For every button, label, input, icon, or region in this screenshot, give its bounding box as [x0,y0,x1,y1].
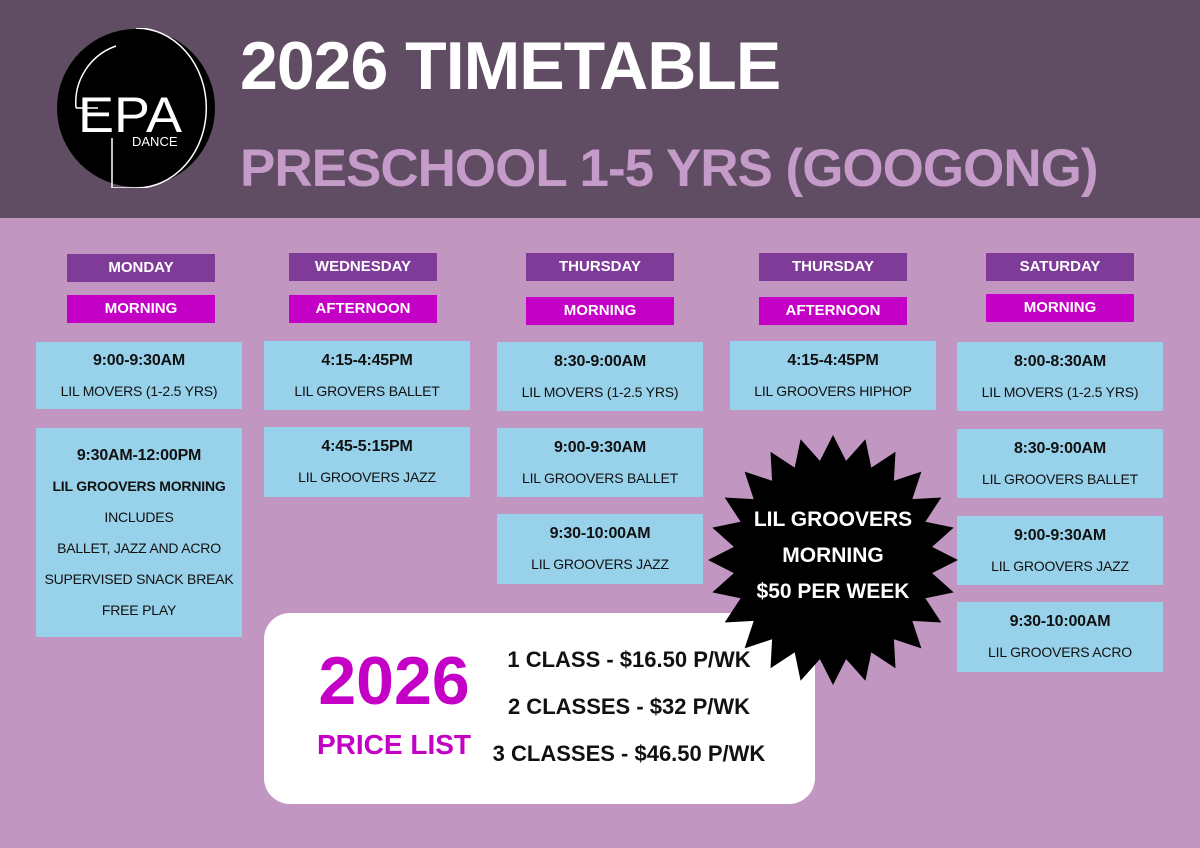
class-card: 9:00-9:30AM LIL MOVERS (1-2.5 YRS) [36,342,242,409]
class-name: LIL GROOVERS HIPHOP [754,382,912,399]
epa-dance-logo: EPA DANCE [57,28,215,188]
class-name: BALLET, JAZZ AND ACRO [57,539,221,556]
class-time: 8:30-9:00AM [553,352,647,370]
class-card: 4:45-5:15PM LIL GROOVERS JAZZ [264,427,470,497]
day-label: MONDAY [67,254,215,282]
class-time: 9:30-10:00AM [1009,613,1111,630]
period-label: MORNING [526,297,674,325]
day-label: WEDNESDAY [289,253,437,281]
promo-starburst [708,435,958,685]
class-name: LIL GROOVERS JAZZ [298,469,436,485]
class-time: 9:00-9:30AM [553,438,647,456]
class-card: 8:30-9:00AM LIL GROOVERS BALLET [957,429,1163,498]
class-card: 8:30-9:00AM LIL MOVERS (1-2.5 YRS) [497,342,703,411]
class-card: 9:30-10:00AM LIL GROOVERS JAZZ [497,514,703,584]
class-name: LIL GROOVERS JAZZ [991,557,1129,574]
price-label: PRICE LIST [316,729,471,760]
class-name: LIL GROOVERS JAZZ [531,556,669,572]
price-item: 1 CLASS - $16.50 P/WK [507,647,751,672]
price-item: 2 CLASSES - $32 P/WK [507,694,751,719]
class-name: LIL MOVERS (1-2.5 YRS) [60,382,218,399]
class-time: 4:15-4:45PM [787,351,879,369]
class-card: 9:00-9:30AM LIL GROOVERS JAZZ [957,516,1163,585]
price-year: 2026 [318,643,470,719]
class-name: LIL GROOVERS ACRO [988,644,1132,660]
class-time: 9:30-10:00AM [549,525,651,542]
promo-text: LIL GROOVERS MORNING $50 PER WEEK [753,508,913,603]
class-name: SUPERVISED SNACK BREAK [44,570,234,587]
day-label: SATURDAY [986,253,1134,281]
class-card: 9:30AM-12:00PM LIL GROOVERS MORNING INCLUD… [36,428,242,637]
svg-text:EPA: EPA [78,87,183,143]
price-list: 2026 PRICE LIST 1 CLASS - $16.50 P/WK 2 … [264,613,815,804]
period-label: AFTERNOON [289,295,437,323]
svg-text:DANCE: DANCE [132,134,178,149]
class-card: 8:00-8:30AM LIL MOVERS (1-2.5 YRS) [957,342,1163,411]
class-time: 9:00-9:30AM [1013,526,1107,544]
class-name: LIL GROOVERS BALLET [982,470,1138,487]
class-name: LIL GROOVERS MORNING [52,477,226,494]
class-name: FREE PLAY [101,601,177,618]
class-card: 9:00-9:30AM LIL GROOVERS BALLET [497,428,703,497]
class-name: INCLUDES [104,508,174,525]
class-name: LIL GROOVERS BALLET [522,469,678,486]
class-name: LIL GROVERS BALLET [294,382,440,399]
class-time: 9:30AM-12:00PM [76,446,202,464]
class-card: 9:30-10:00AM LIL GROOVERS ACRO [957,602,1163,672]
class-time: 8:00-8:30AM [1013,352,1107,370]
class-card: 4:15-4:45PM LIL GROVERS BALLET [264,341,470,410]
class-time: 9:00-9:30AM [92,351,186,369]
day-label: THURSDAY [526,253,674,281]
page-title: 2026 TIMETABLE [240,28,781,104]
day-label: THURSDAY [759,253,907,281]
price-item: 3 CLASSES - $46.50 P/WK [492,741,766,766]
period-label: MORNING [986,294,1134,322]
class-name: LIL MOVERS (1-2.5 YRS) [981,383,1139,400]
page-subtitle: PRESCHOOL 1-5 YRS (GOOGONG) [240,139,1098,198]
class-time: 8:30-9:00AM [1013,439,1107,457]
class-time: 4:15-4:45PM [321,351,413,369]
period-label: AFTERNOON [759,297,907,325]
class-name: LIL MOVERS (1-2.5 YRS) [521,383,679,400]
class-time: 4:45-5:15PM [321,438,413,455]
class-card: 4:15-4:45PM LIL GROOVERS HIPHOP [730,341,936,410]
period-label: MORNING [67,295,215,323]
